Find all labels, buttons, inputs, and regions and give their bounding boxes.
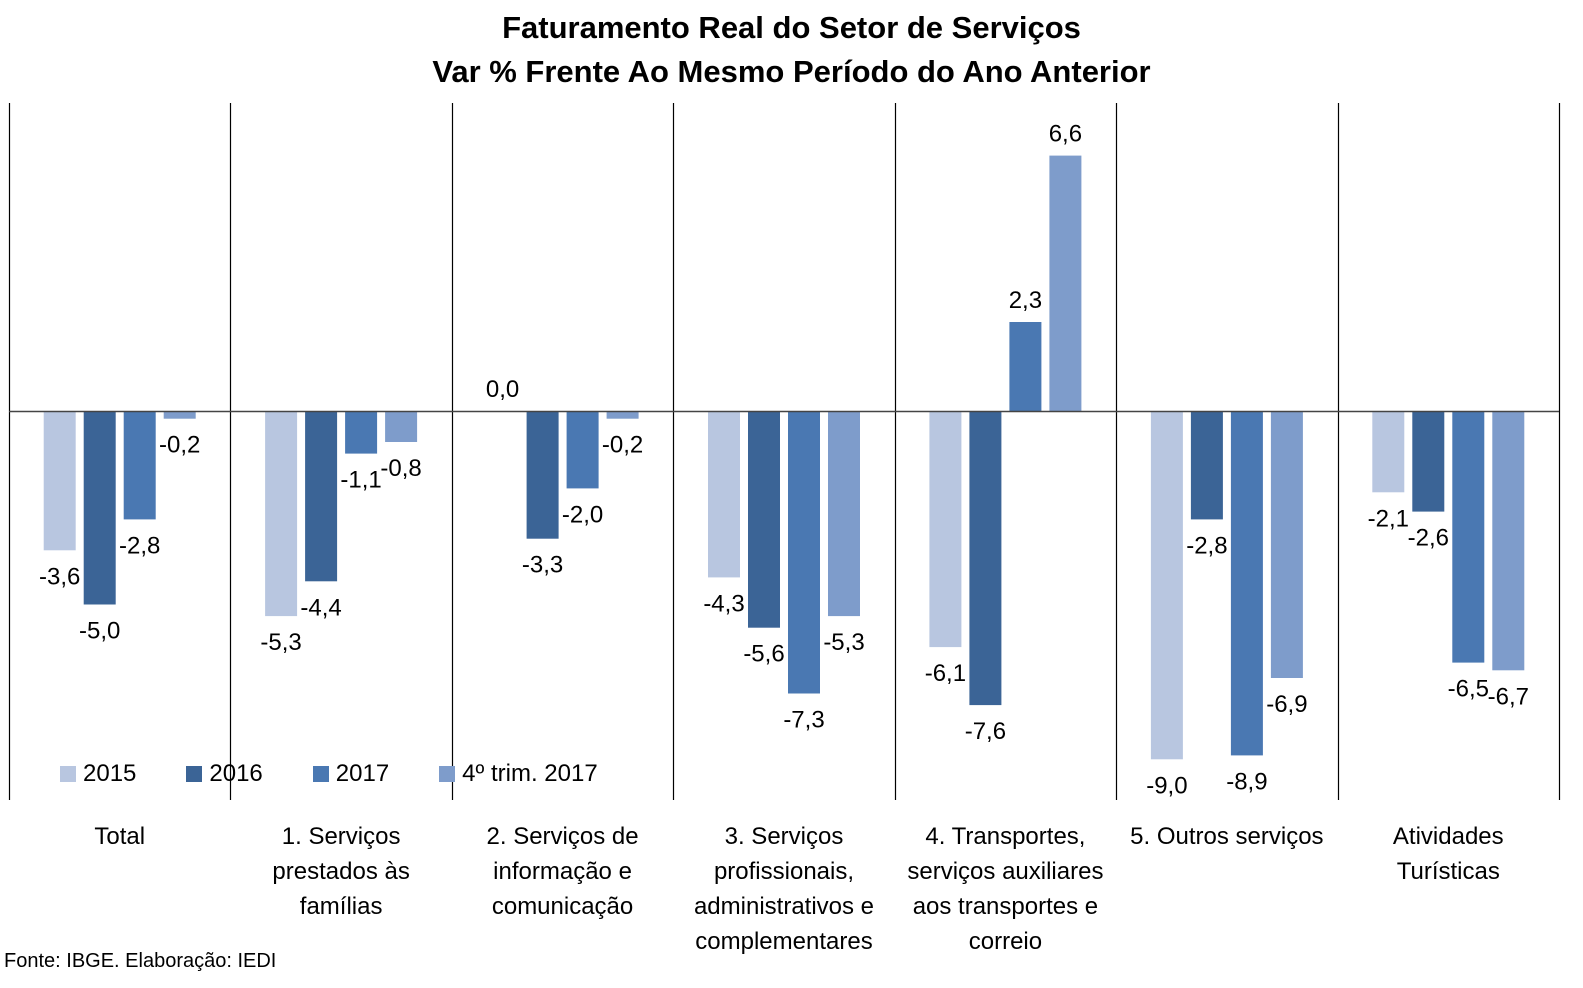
category-label-line: comunicação [491, 893, 634, 920]
bar-2015-3 [708, 411, 740, 578]
source-note: Fonte: IBGE. Elaboração: IEDI [4, 950, 277, 972]
data-label: 6,6 [1049, 121, 1082, 148]
category-label: 5. Outros serviços [1116, 819, 1337, 854]
data-label: -7,6 [965, 718, 1006, 745]
legend-label: 4º trim. 2017 [462, 760, 598, 787]
bar-2016-2 [526, 411, 559, 539]
category-label: 2. Serviços de informação e comunicação [452, 819, 673, 924]
category-label-line: prestados às [272, 858, 410, 885]
legend-swatch [312, 766, 329, 782]
chart-legend: 2015 2016 2017 4º trim. 2017 [60, 759, 648, 789]
category-label-line: complementares [695, 928, 873, 955]
chart-subtitle: Var % Frente Ao Mesmo Período do Ano Ant… [432, 54, 1151, 89]
data-label: 2,3 [1009, 287, 1042, 314]
data-label: -6,1 [925, 660, 966, 687]
category-label-line: Turísticas [1396, 858, 1500, 885]
bar-2016-0 [83, 411, 116, 605]
data-label: -5,0 [79, 618, 120, 645]
data-label: -0,2 [159, 432, 200, 459]
category-label-line: 1. Serviços [281, 823, 401, 850]
bar-4-trim-2017-4 [1049, 155, 1082, 411]
category-label-line: 5. Outros serviços [1130, 823, 1324, 850]
bar-2017-5 [1230, 411, 1263, 756]
bar-4-trim-2017-6 [1492, 411, 1525, 671]
data-label: -2,8 [1186, 532, 1227, 559]
data-label: -6,9 [1266, 691, 1307, 718]
legend-swatch [186, 766, 203, 782]
bar-2017-4 [1009, 322, 1042, 411]
chart-title: Faturamento Real do Setor de Serviços [502, 10, 1081, 45]
category-label: Total [9, 819, 230, 854]
bar-2017-0 [123, 411, 156, 520]
data-label: -9,0 [1146, 772, 1187, 799]
bar-4-trim-2017-0 [163, 411, 196, 419]
legend-item: 2016 [186, 760, 263, 788]
category-label-line: 3. Serviços [724, 823, 844, 850]
legend-swatch [60, 766, 76, 782]
legend-label: 2015 [83, 760, 137, 787]
category-label: 3. Serviços profissionais, administrativos… [673, 819, 894, 959]
data-label: -5,6 [743, 641, 784, 668]
legend-item: 2017 [312, 760, 390, 788]
data-label: -6,7 [1488, 683, 1529, 710]
data-label: -5,3 [260, 629, 301, 656]
bar-2016-4 [969, 411, 1002, 706]
category-label: 1. Serviços prestados às famílias [230, 819, 451, 924]
data-label: -1,1 [340, 467, 381, 494]
chart-title-block: Faturamento Real do Setor de Serviços Va… [0, 6, 1583, 94]
legend-swatch [439, 766, 456, 782]
bar-4-trim-2017-5 [1270, 411, 1303, 678]
data-label: -7,3 [783, 707, 824, 734]
category-label-line: aos transportes e [912, 893, 1099, 920]
data-label: -5,3 [823, 629, 864, 656]
legend-item: 4º trim. 2017 [439, 760, 598, 788]
category-label: 4. Transportes, serviços auxiliares aos tr… [895, 819, 1116, 959]
data-label: -2,6 [1408, 525, 1449, 552]
bar-2017-1 [345, 411, 378, 454]
data-label: -3,6 [39, 563, 80, 590]
bar-2017-2 [566, 411, 599, 489]
legend-item: 2015 [60, 760, 136, 788]
category-label-line: profissionais, [713, 858, 855, 885]
data-label: -8,9 [1226, 768, 1267, 795]
bar-2017-6 [1452, 411, 1485, 663]
bar-4-trim-2017-3 [828, 411, 860, 617]
data-label: 0,0 [486, 376, 519, 403]
category-label-line: 4. Transportes, [925, 823, 1086, 850]
category-label-line: serviços auxiliares [907, 858, 1104, 885]
category-label-line: informação e [493, 858, 632, 885]
category-label-line: 2. Serviços de [486, 823, 639, 850]
category-label-line: Atividades [1392, 823, 1504, 850]
data-label: -2,1 [1368, 505, 1409, 532]
legend-label: 2016 [209, 760, 263, 787]
category-label-line: administrativos e [693, 893, 875, 920]
data-label: -2,8 [119, 532, 160, 559]
category-label: Atividades Turísticas [1338, 819, 1559, 889]
bar-2015-4 [929, 411, 962, 648]
bar-2016-6 [1412, 411, 1445, 512]
data-label: -0,2 [602, 432, 643, 459]
data-label: -2,0 [562, 501, 603, 528]
bar-2016-3 [748, 411, 780, 628]
bar-2015-6 [1372, 411, 1405, 493]
data-label: -4,3 [703, 590, 744, 617]
bar-2016-5 [1190, 411, 1223, 520]
category-label-line: Total [94, 823, 146, 850]
category-label-line: famílias [299, 893, 383, 920]
data-label: -6,5 [1448, 676, 1489, 703]
legend-label: 2017 [335, 760, 390, 787]
data-label: -0,8 [380, 455, 421, 482]
bar-4-trim-2017-1 [385, 411, 418, 442]
bar-2015-5 [1150, 411, 1183, 760]
bar-2015-1 [265, 411, 298, 617]
bar-2016-1 [305, 411, 338, 582]
bar-2015-0 [43, 411, 76, 551]
data-label: -3,3 [522, 552, 563, 579]
bar-4-trim-2017-2 [606, 411, 639, 419]
data-label: -4,4 [300, 594, 341, 621]
category-label-line: correio [968, 928, 1043, 955]
bar-2017-3 [788, 411, 820, 694]
